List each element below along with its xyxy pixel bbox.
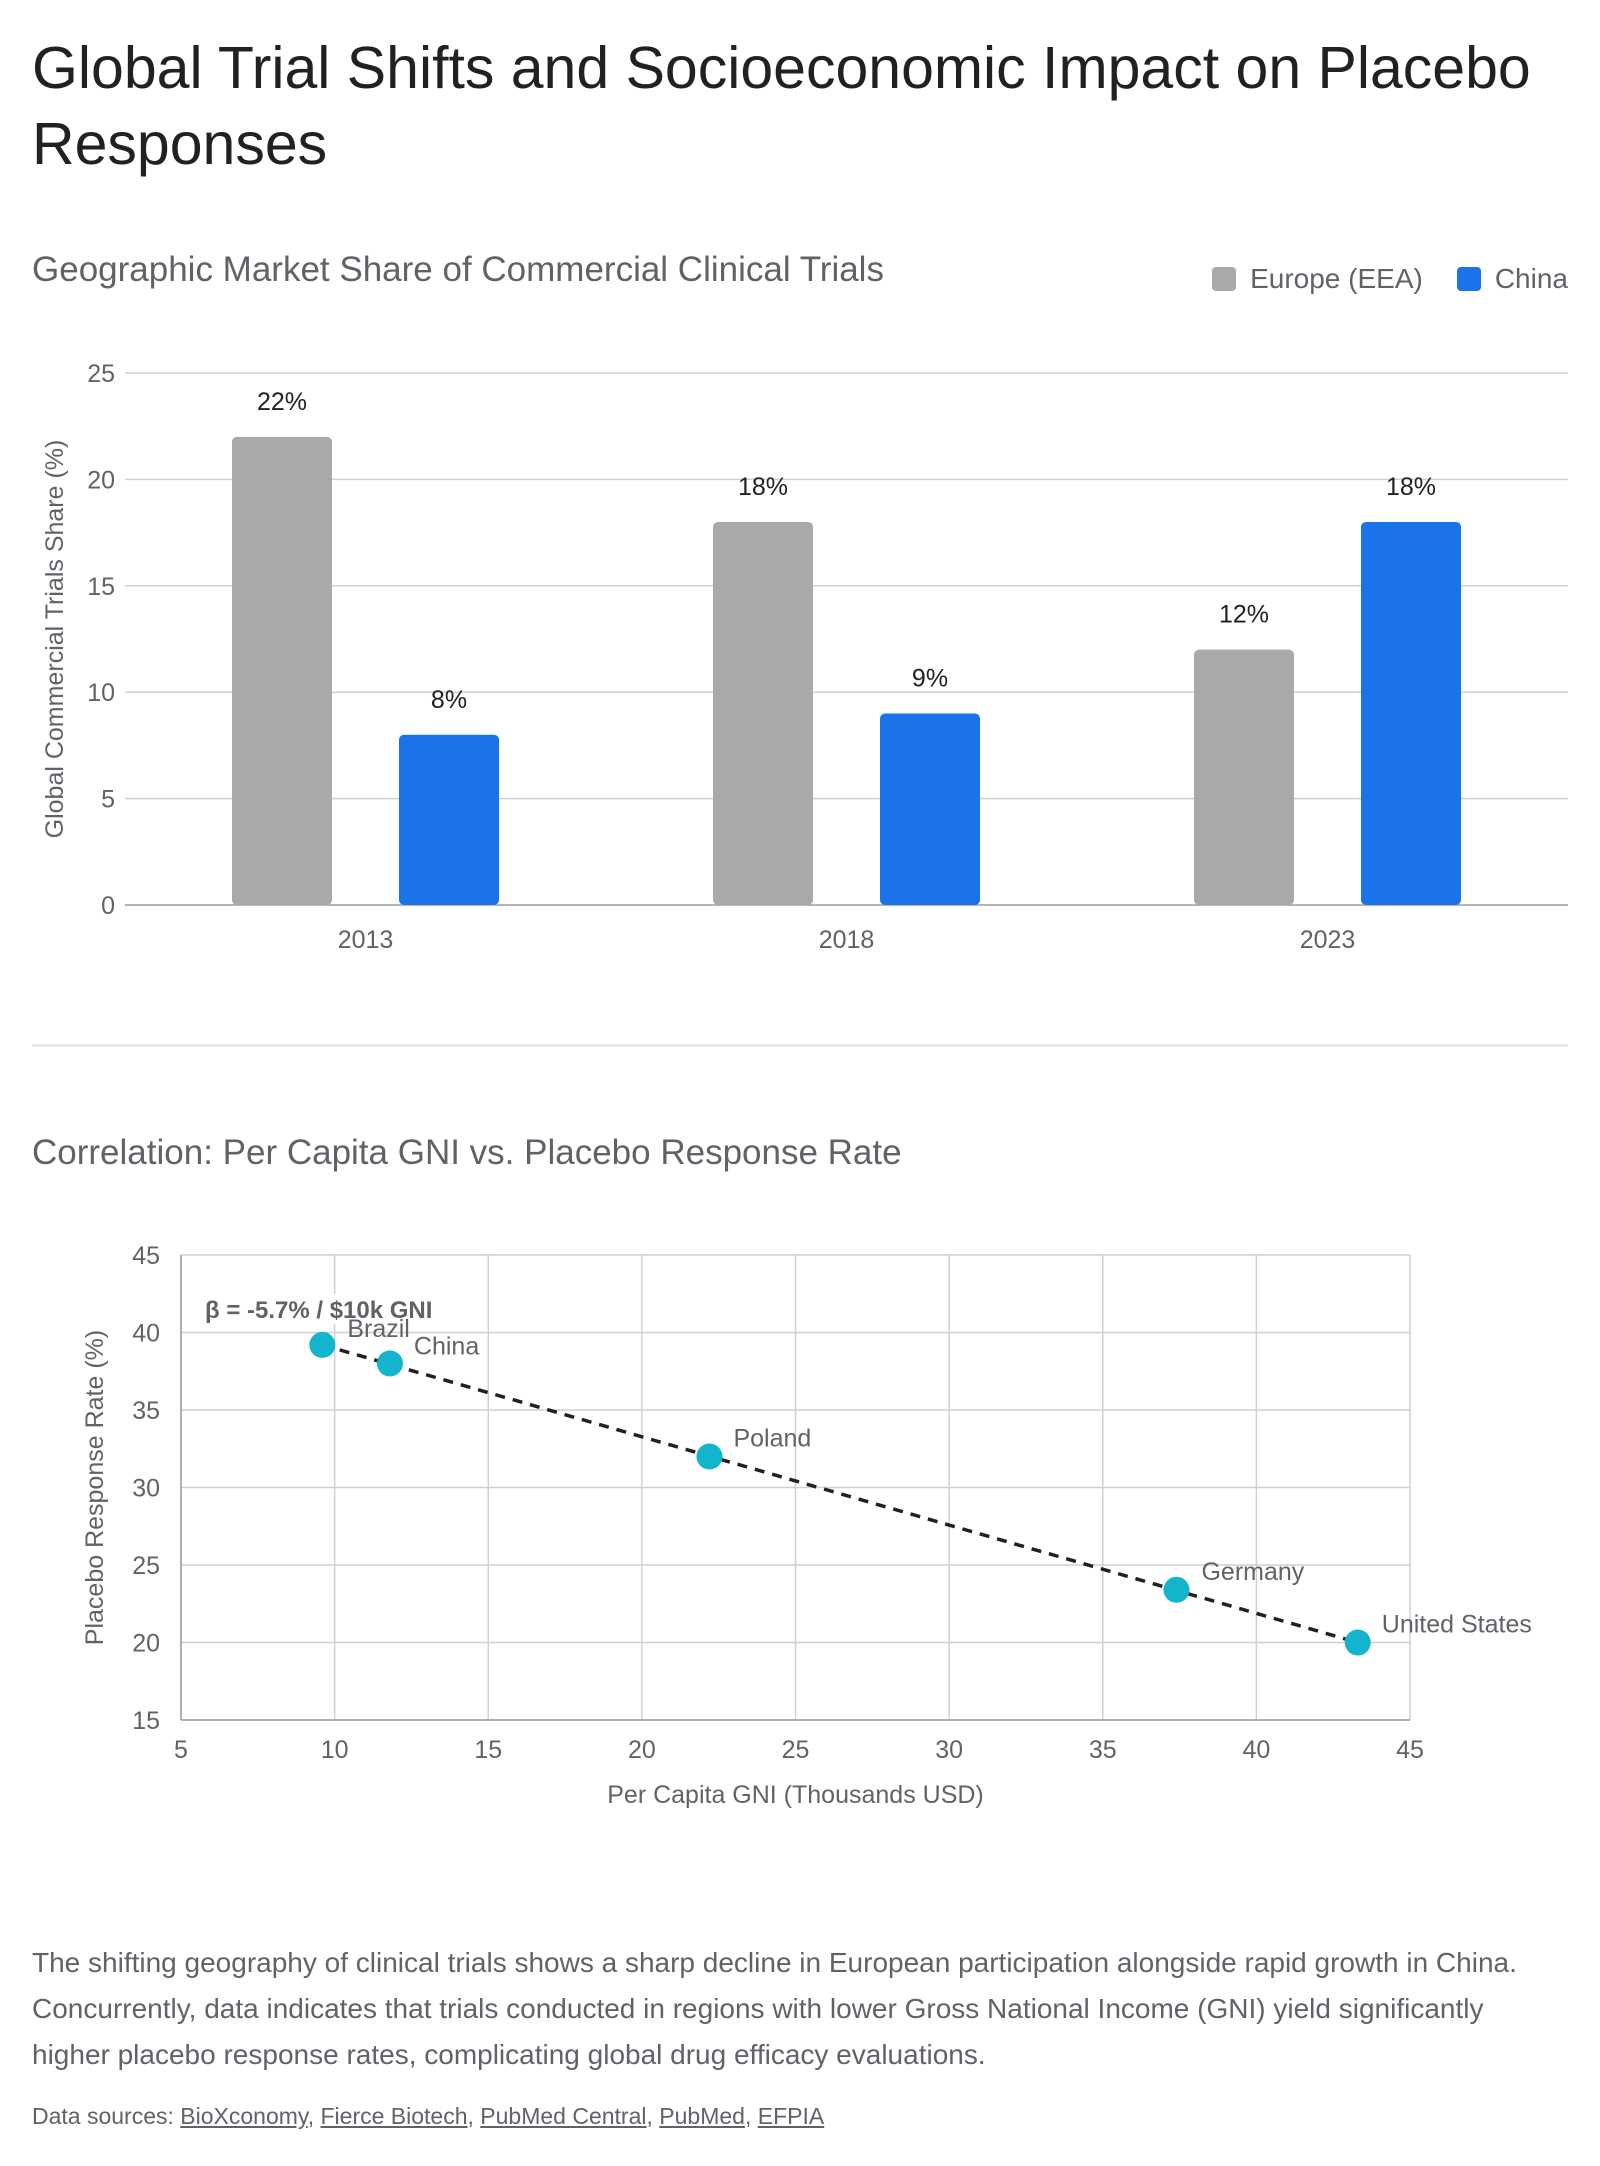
bar-y-tick-label: 25 [87,360,115,388]
source-link-efpia[interactable]: EFPIA [757,2103,825,2129]
scatter-point-label: Germany [1201,1558,1304,1586]
scatter-annotation-background [200,1294,450,1324]
bar-chart: 0 5 10 15 20 25 Global Commercial Trials Share… [41,360,1568,954]
bar-chart-title: Geographic Market Share of Commercial Cl… [32,250,884,289]
scatter-x-tick-label: 20 [628,1736,656,1764]
scatter-point-united-states [1344,1629,1371,1656]
scatter-y-tick-label: 30 [132,1475,160,1503]
scatter-x-tick-label: 30 [935,1736,963,1764]
legend-label-europe: Europe (EEA) [1250,263,1423,294]
bar-y-axis-label: Global Commercial Trials Share (%) [41,440,69,839]
scatter-x-tick-label: 35 [1089,1736,1117,1764]
scatter-y-tick-label: 20 [132,1630,160,1658]
scatter-y-tick-label: 40 [132,1320,160,1348]
legend-swatch-china [1456,267,1481,291]
bar-x-tick-label: 2018 [819,926,875,954]
source-link-bioxconomy[interactable]: BioXconomy [180,2103,308,2129]
legend-label-china: China [1494,263,1568,294]
page-title: Global Trial Shifts and Socioeconomic Im… [32,35,1531,177]
section-divider [32,1044,1568,1047]
legend-item-china[interactable]: China [1456,263,1568,295]
scatter-x-tick-label: 45 [1396,1736,1424,1764]
scatter-y-tick-label: 45 [132,1242,160,1270]
scatter-y-tick-label: 25 [132,1552,160,1580]
scatter-point-brazil [309,1331,336,1358]
bar-europe-2018 [713,521,813,905]
scatter-point-label: China [414,1333,479,1361]
bar-data-label: 18% [1386,473,1436,501]
bar-y-tick-label: 10 [87,679,115,707]
sources-label: Data sources: [32,2103,174,2129]
scatter-point-poland [696,1443,723,1470]
source-link-pubmed[interactable]: PubMed [659,2103,745,2129]
bar-y-tick-label: 20 [87,466,115,494]
source-link-pubmed-central[interactable]: PubMed Central [480,2103,647,2129]
scatter-y-tick-label: 35 [132,1397,160,1425]
scatter-chart: 15 20 25 30 35 40 45 5 10 15 20 25 30 35 40 45 Per Capit… [81,1242,1532,1809]
source-link-fierce-biotech[interactable]: Fierce Biotech [320,2103,468,2129]
scatter-point-label: United States [1382,1611,1532,1639]
scatter-chart-title: Correlation: Per Capita GNI vs. Placebo … [32,1133,902,1172]
bar-y-tick-label: 5 [101,786,115,814]
bar-x-tick-label: 2023 [1300,926,1356,954]
scatter-point-germany [1163,1576,1190,1603]
scatter-x-tick-label: 25 [782,1736,810,1764]
bar-y-tick-label: 0 [101,892,115,920]
scatter-point-label: Poland [733,1425,811,1453]
bar-data-label: 12% [1219,601,1269,629]
scatter-point-china [376,1350,403,1377]
description-text: The shifting geography of clinical trial… [32,1947,1517,2070]
bar-data-label: 18% [738,473,788,501]
bar-data-label: 22% [257,388,307,416]
bar-data-label: 9% [912,664,948,692]
legend-item-europe[interactable]: Europe (EEA) [1212,263,1423,295]
bar-y-tick-label: 15 [87,573,115,601]
scatter-x-tick-label: 40 [1242,1736,1270,1764]
bar-chart-legend: Europe (EEA) China [1178,263,1568,295]
scatter-y-axis-label: Placebo Response Rate (%) [81,1330,109,1645]
bar-china-2023 [1361,521,1461,905]
scatter-y-tick-label: 15 [132,1707,160,1735]
bar-china-2013 [399,734,499,905]
bar-data-label: 8% [431,686,467,714]
bar-x-tick-label: 2013 [338,926,394,954]
bar-europe-2023 [1194,649,1294,905]
scatter-x-tick-label: 5 [174,1736,188,1764]
scatter-annotation: β = -5.7% / $10k GNI [205,1297,432,1324]
bar-europe-2013 [232,436,332,905]
data-sources: Data sources: BioXconomy, Fierce Biotech… [32,2103,825,2129]
scatter-x-tick-label: 10 [321,1736,349,1764]
scatter-point-label: Brazil [347,1315,410,1343]
scatter-x-axis-label: Per Capita GNI (Thousands USD) [607,1781,984,1809]
legend-swatch-europe [1212,267,1237,291]
scatter-x-tick-label: 15 [474,1736,502,1764]
scatter-trendline [321,1343,1359,1645]
bar-china-2018 [880,713,980,905]
